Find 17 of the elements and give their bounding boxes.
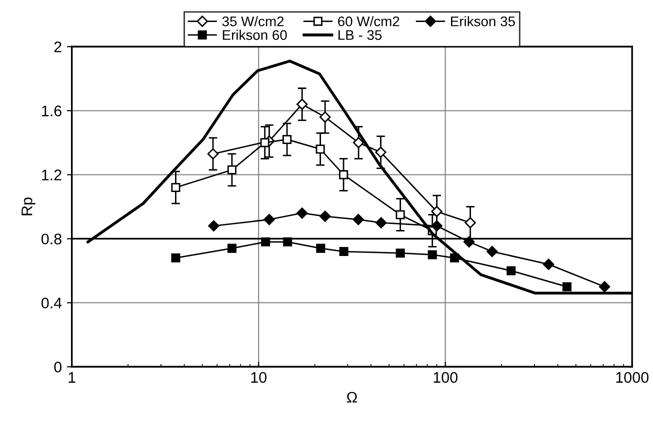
- y-tick-label: 0.4: [41, 298, 62, 308]
- x-axis-title: Ω: [346, 392, 358, 402]
- x-tick-label: 1000: [616, 372, 648, 383]
- x-tick-label: 100: [434, 372, 458, 383]
- y-tick-label: 1.2: [42, 170, 62, 180]
- y-tick-label: 2: [54, 42, 62, 52]
- y-tick-label: 1.6: [42, 106, 62, 116]
- legend-label: Erikson 35: [451, 16, 515, 26]
- legend-label: Erikson 60: [222, 30, 287, 40]
- y-tick-label: 0.8: [41, 234, 62, 244]
- x-tick-label: 10: [251, 372, 266, 383]
- legend-label: 60 W/cm2: [338, 16, 400, 26]
- y-axis-title: Rp: [22, 198, 36, 216]
- legend-label: 35 W/cm2: [222, 16, 284, 26]
- x-tick-label: 1: [68, 372, 76, 383]
- y-tick-label: 0: [54, 362, 62, 372]
- legend-label: LB - 35: [338, 30, 382, 40]
